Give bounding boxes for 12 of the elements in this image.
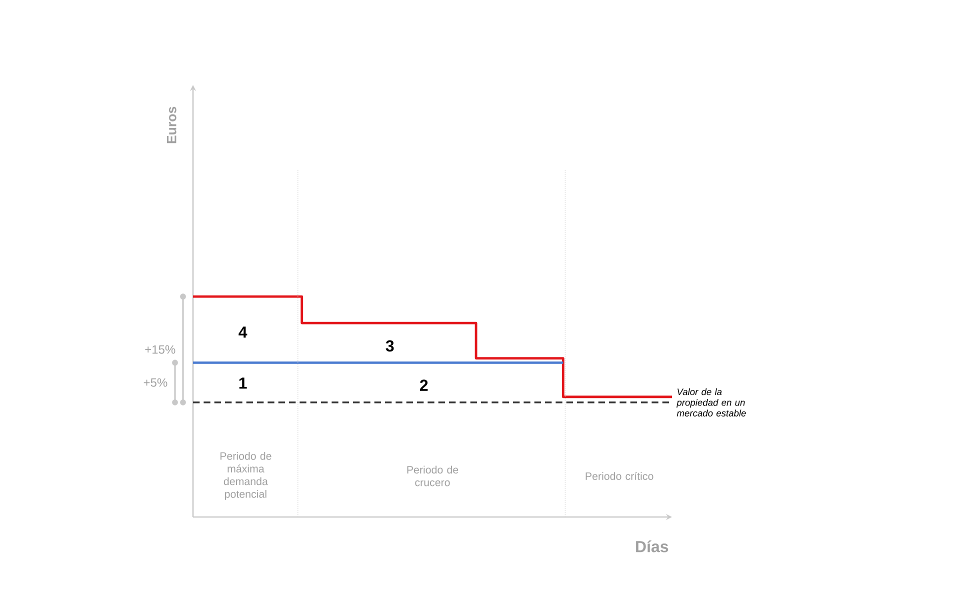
- annotation: 4: [238, 326, 248, 338]
- text: Euros: [167, 106, 176, 144]
- ref-line-label: Valor de la propiedad en un mercado estable: [676, 388, 746, 416]
- x-axis-title: Días: [636, 540, 668, 552]
- annotation: Periodo de crucero: [407, 466, 458, 486]
- annotation: Periodo crítico: [586, 472, 654, 480]
- annotation: 3: [386, 340, 394, 352]
- annotation: 1: [239, 378, 247, 389]
- annotation: 2: [420, 380, 428, 391]
- text: +5%: [144, 378, 168, 387]
- text: +15%: [145, 345, 176, 354]
- annotation: Periodo de máxima demanda potencial: [220, 452, 272, 500]
